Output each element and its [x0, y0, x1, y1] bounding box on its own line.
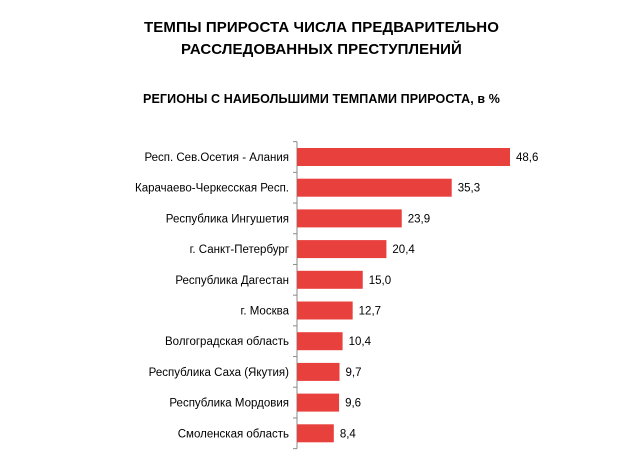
bar	[297, 301, 353, 320]
category-label: Волгоградская область	[165, 336, 289, 348]
bar	[297, 178, 452, 197]
data-label: 35,3	[458, 183, 480, 195]
category-label: Смоленская область	[178, 428, 289, 440]
bar	[297, 270, 363, 289]
bar	[297, 209, 402, 228]
bar	[297, 148, 510, 166]
data-label: 8,4	[340, 428, 357, 440]
data-label: 23,9	[408, 213, 430, 225]
page-title: ТЕМПЫ ПРИРОСТА ЧИСЛА ПРЕДВАРИТЕЛЬНО РАСС…	[0, 17, 643, 61]
page-title-line-2: РАССЛЕДОВАННЫХ ПРЕСТУПЛЕНИЙ	[181, 41, 462, 58]
category-label: Республика Ингушетия	[166, 213, 289, 225]
category-label: Республика Мордовия	[169, 398, 289, 410]
bar	[297, 332, 343, 351]
bar	[297, 240, 387, 259]
category-label: г. Санкт-Петербург	[190, 244, 289, 256]
bar	[297, 393, 340, 412]
bar	[297, 424, 334, 443]
category-label: Респ. Сев.Осетия - Алания	[144, 152, 289, 164]
chart-title: РЕГИОНЫ С НАИБОЛЬШИМИ ТЕМПАМИ ПРИРОСТА, …	[143, 92, 500, 106]
bar	[297, 362, 340, 381]
data-label: 20,4	[392, 244, 415, 256]
category-label: Республика Дагестан	[175, 275, 289, 287]
category-label: Республика Саха (Якутия)	[149, 367, 290, 379]
data-label: 48,6	[516, 152, 538, 164]
category-label: Карачаево-Черкесская Респ.	[135, 183, 289, 195]
data-label: 9,7	[346, 367, 362, 379]
data-label: 10,4	[349, 336, 372, 348]
page-title-line-1: ТЕМПЫ ПРИРОСТА ЧИСЛА ПРЕДВАРИТЕЛЬНО	[144, 19, 499, 36]
data-label: 12,7	[359, 306, 381, 318]
category-label: г. Москва	[241, 306, 290, 318]
data-label: 9,6	[345, 398, 361, 410]
data-label: 15,0	[369, 275, 391, 287]
